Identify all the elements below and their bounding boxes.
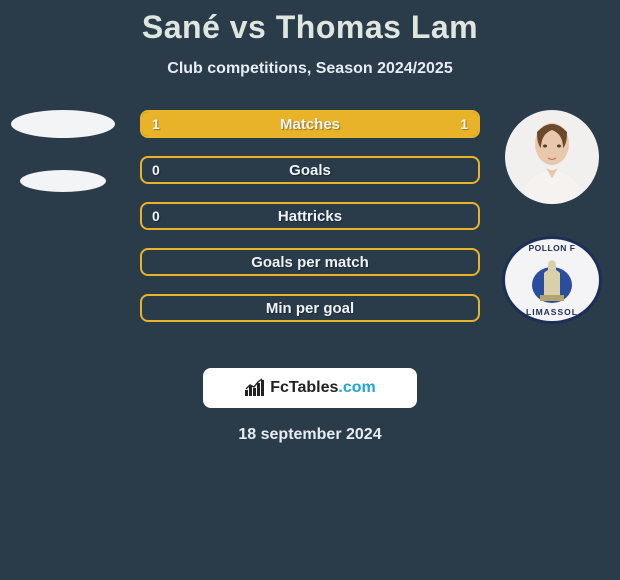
stat-left-value: 0	[152, 162, 160, 178]
stat-right-value: 1	[460, 116, 468, 132]
stat-left-value: 1	[152, 116, 160, 132]
club-bottom-text: LIMASSOL	[526, 307, 578, 317]
stat-row: 0 Goals	[140, 156, 480, 184]
stat-label: Goals per match	[251, 254, 369, 271]
stat-row: 1 Matches 1	[140, 110, 480, 138]
comparison-card: Sané vs Thomas Lam Club competitions, Se…	[0, 0, 620, 450]
stat-rows: 1 Matches 1 0 Goals 0 Hattricks Goals per match…	[140, 110, 480, 322]
footer-date: 18 september 2024	[0, 426, 620, 444]
brand-badge[interactable]: FcTables.com	[203, 368, 417, 408]
stat-label: Goals	[289, 162, 331, 179]
club-emblem-icon	[528, 253, 576, 307]
brand-name: FcTables	[270, 379, 338, 396]
right-player-avatar	[505, 110, 599, 204]
stat-row: Min per goal	[140, 294, 480, 322]
content-area: POLLON F LIMASSOL 1 Matches 1 0 Goals 0 Hattri…	[0, 110, 620, 340]
right-club-badge: POLLON F LIMASSOL	[502, 236, 602, 324]
left-club-placeholder	[20, 170, 106, 192]
left-player-column	[8, 110, 118, 192]
club-top-text: POLLON F	[529, 243, 576, 253]
stat-row: 0 Hattricks	[140, 202, 480, 230]
page-title: Sané vs Thomas Lam	[0, 9, 620, 46]
subtitle: Club competitions, Season 2024/2025	[0, 60, 620, 78]
left-player-avatar-placeholder	[11, 110, 115, 138]
person-silhouette-icon	[517, 118, 587, 204]
stat-left-value: 0	[152, 208, 160, 224]
stat-label: Matches	[280, 116, 340, 133]
stat-row: Goals per match	[140, 248, 480, 276]
stat-label: Min per goal	[266, 300, 354, 317]
stat-label: Hattricks	[278, 208, 342, 225]
brand-text: FcTables.com	[270, 379, 376, 397]
right-player-column: POLLON F LIMASSOL	[502, 110, 602, 324]
bar-chart-icon	[244, 378, 266, 398]
brand-domain: .com	[338, 379, 375, 396]
